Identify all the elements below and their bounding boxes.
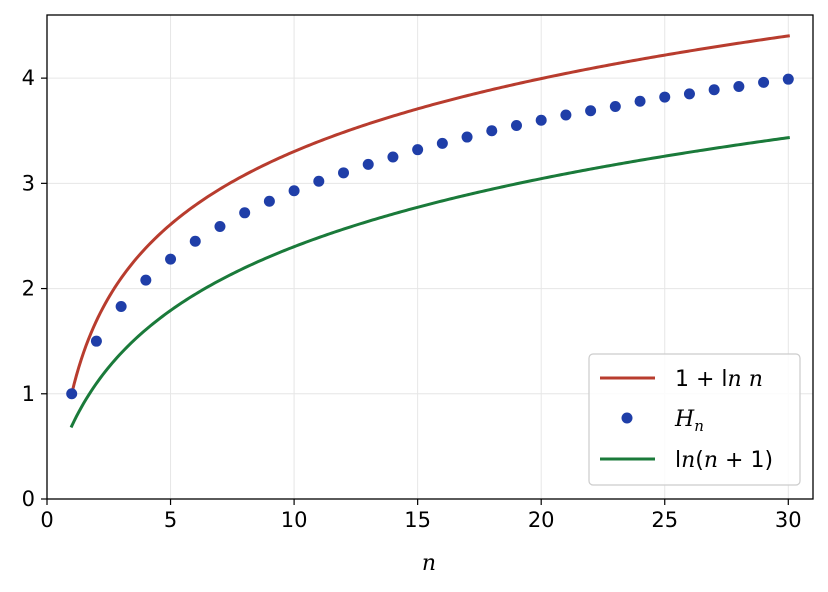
data-point xyxy=(362,158,374,170)
data-point xyxy=(535,114,547,126)
data-point xyxy=(338,167,350,179)
y-tick-label: 1 xyxy=(22,382,35,406)
data-point xyxy=(585,105,597,117)
legend-swatch-marker xyxy=(621,412,633,424)
data-point xyxy=(140,274,152,286)
data-point xyxy=(659,91,671,103)
data-point xyxy=(683,88,695,100)
legend-box xyxy=(588,353,801,486)
x-axis-label: n xyxy=(422,551,436,576)
data-point xyxy=(486,125,498,137)
y-tick-label: 2 xyxy=(22,277,35,301)
legend-label: ln(n + 1) xyxy=(675,448,773,473)
series-line xyxy=(69,135,790,429)
data-point xyxy=(461,131,473,143)
data-point xyxy=(387,151,399,163)
x-tick-label: 30 xyxy=(775,508,802,532)
data-point xyxy=(263,195,275,207)
axes-border xyxy=(46,14,814,500)
x-tick-label: 20 xyxy=(528,508,555,532)
data-point xyxy=(758,76,770,88)
y-tick-label: 0 xyxy=(22,487,35,511)
data-point xyxy=(90,335,102,347)
data-point xyxy=(609,101,621,113)
data-point xyxy=(436,137,448,149)
x-tick-label: 10 xyxy=(281,508,308,532)
x-tick-label: 0 xyxy=(40,508,53,532)
data-point xyxy=(708,84,720,96)
data-point xyxy=(510,119,522,131)
data-point xyxy=(782,73,794,85)
x-tick-label: 5 xyxy=(164,508,177,532)
data-point xyxy=(115,300,127,312)
data-point xyxy=(412,144,424,156)
data-point xyxy=(214,220,226,232)
y-tick-label: 4 xyxy=(22,66,35,90)
data-point xyxy=(733,81,745,93)
x-tick-label: 15 xyxy=(404,508,431,532)
legend-label: 1 + ln n xyxy=(675,367,763,392)
data-point xyxy=(560,109,572,121)
data-point xyxy=(288,185,300,197)
plot-area xyxy=(66,34,794,429)
legend-label: Hn xyxy=(674,407,704,435)
data-point xyxy=(165,253,177,265)
axes-frame xyxy=(46,14,814,500)
data-point xyxy=(66,388,78,400)
y-tick-label: 3 xyxy=(22,171,35,195)
axis-ticks: 0 5 10 15 20 25 30 0 1 2 3 4 xyxy=(22,66,802,532)
x-tick-label: 25 xyxy=(651,508,678,532)
series-line xyxy=(69,34,790,396)
data-point xyxy=(239,207,251,219)
data-point xyxy=(313,175,325,187)
data-point xyxy=(189,235,201,247)
data-point xyxy=(634,95,646,107)
legend: 1 + ln n Hn ln(n + 1) xyxy=(588,353,801,486)
